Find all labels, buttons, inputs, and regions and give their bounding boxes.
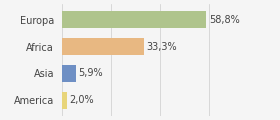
Bar: [62, 65, 76, 82]
Bar: [62, 11, 206, 28]
Text: 58,8%: 58,8%: [209, 15, 240, 25]
Text: 5,9%: 5,9%: [79, 68, 103, 78]
Bar: [62, 38, 144, 55]
Bar: [62, 92, 67, 109]
Text: 33,3%: 33,3%: [146, 42, 177, 52]
Text: 2,0%: 2,0%: [69, 95, 94, 105]
